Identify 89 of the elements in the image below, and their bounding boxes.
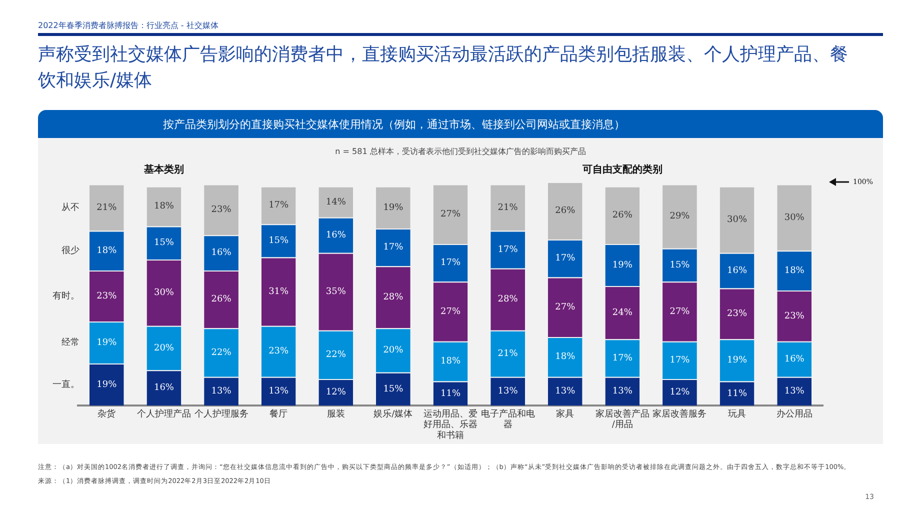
data-label: 27% — [555, 302, 576, 312]
data-label: 11% — [727, 388, 748, 399]
data-label: 19% — [612, 260, 633, 270]
x-tick-label: 个人护理产品 — [136, 408, 191, 420]
data-label: 27% — [670, 306, 690, 317]
x-tick-label: 娱乐/媒体 — [374, 408, 413, 420]
data-label: 26% — [211, 294, 232, 305]
text: 可自由支配的类别 — [581, 164, 662, 176]
x-tick-label: 餐厅 — [270, 408, 288, 420]
data-label: 31% — [268, 286, 290, 297]
data-label: 15% — [268, 236, 290, 246]
x-tick-label: 杂货 — [98, 408, 116, 420]
data-label: 12% — [326, 388, 346, 398]
data-label: 27% — [440, 209, 461, 220]
data-label: 16% — [154, 383, 174, 394]
data-label: 13% — [498, 386, 518, 397]
data-label: 28% — [498, 294, 518, 305]
chart-title: 声称受到社交媒体广告影响的消费者中，直接购买活动最活跃的产品类别包括服装、个人护理产品、餐饮和娱乐/媒体 — [38, 43, 848, 93]
x-tick-label: 玩具 — [728, 408, 746, 420]
data-label: 16% — [211, 248, 232, 258]
data-label: 17% — [612, 353, 633, 364]
x-tick-label: 家具 — [556, 408, 574, 420]
data-label: 29% — [670, 212, 690, 222]
data-label: 13% — [211, 386, 232, 397]
data-label: 22% — [326, 350, 346, 360]
data-label: 17% — [670, 356, 690, 366]
data-label: 30% — [154, 288, 174, 298]
data-label: 20% — [383, 346, 404, 356]
x-tick-label: 运动用品、爱好用品、乐器和书籍 — [424, 408, 478, 441]
text: 2022年春季消费者脉搏报告：行业亮点 - 社交媒体 — [38, 20, 218, 31]
series-label: 从不 — [61, 202, 80, 213]
data-label: 17% — [268, 200, 290, 211]
data-label: 13% — [268, 386, 290, 397]
data-label: 16% — [727, 266, 748, 276]
data-label: 22% — [211, 348, 232, 358]
data-label: 13% — [612, 386, 633, 397]
series-label: 经常 — [61, 336, 80, 348]
data-label: 13% — [555, 386, 576, 397]
data-label: 19% — [383, 202, 404, 213]
x-tick-label: 服装 — [326, 408, 345, 420]
data-label: 18% — [154, 202, 174, 212]
data-label: 21% — [498, 202, 518, 213]
data-label: 19% — [96, 380, 118, 390]
data-label: 16% — [326, 230, 346, 240]
series-label: 一直。 — [52, 378, 80, 390]
data-label: 17% — [440, 258, 461, 268]
data-label: 16% — [784, 354, 805, 364]
data-label: 11% — [440, 388, 461, 399]
data-label: 17% — [498, 244, 518, 255]
data-label: 15% — [383, 384, 404, 394]
data-label: 18% — [96, 246, 118, 256]
x-tick-label: 家居改善产品/用品 — [595, 408, 650, 430]
data-label: 17% — [383, 242, 404, 253]
data-label: 23% — [727, 309, 748, 320]
x-tick-label: 办公用品 — [776, 408, 812, 420]
data-label: 23% — [96, 291, 118, 302]
data-label: 15% — [670, 260, 690, 270]
series-label: 很少 — [61, 244, 80, 256]
data-label: 12% — [670, 388, 690, 398]
data-label: 21% — [498, 348, 518, 359]
x-tick-label: 电子产品和电器 — [480, 408, 535, 430]
series-label: 有时。 — [52, 290, 80, 302]
data-label: 23% — [211, 205, 232, 216]
data-label: 30% — [784, 212, 805, 223]
text: n = 581 总样本，受访者表示他们受到社交媒体广告的影响而购买产品 — [334, 146, 587, 157]
data-label: 23% — [784, 311, 805, 322]
chart-subtitle: 按产品类别划分的直接购买社交媒体使用情况（例如，通过市场、链接到公司网站或直接消息） — [38, 110, 883, 138]
data-label: 26% — [555, 206, 576, 216]
data-label: 21% — [96, 202, 118, 213]
data-label: 15% — [154, 238, 174, 248]
data-label: 20% — [154, 343, 174, 354]
data-label: 24% — [612, 308, 633, 318]
data-label: 18% — [440, 356, 461, 367]
data-label: 19% — [96, 338, 118, 348]
data-label: 35% — [326, 286, 346, 297]
data-label: 18% — [555, 352, 576, 362]
data-label: 17% — [555, 254, 576, 264]
data-label: 13% — [784, 386, 805, 397]
x-tick-label: 家居改善服务 — [652, 408, 707, 420]
data-label: 14% — [326, 197, 346, 208]
data-label: 30% — [727, 214, 748, 225]
x-tick-label: 个人护理服务 — [194, 408, 248, 420]
data-label: 18% — [784, 266, 805, 276]
data-label: 26% — [612, 210, 633, 221]
data-label: 28% — [383, 292, 404, 302]
text: 基本类别 — [142, 164, 184, 176]
data-label: 23% — [268, 346, 290, 357]
data-label: 19% — [727, 356, 748, 366]
data-label: 27% — [440, 306, 461, 317]
